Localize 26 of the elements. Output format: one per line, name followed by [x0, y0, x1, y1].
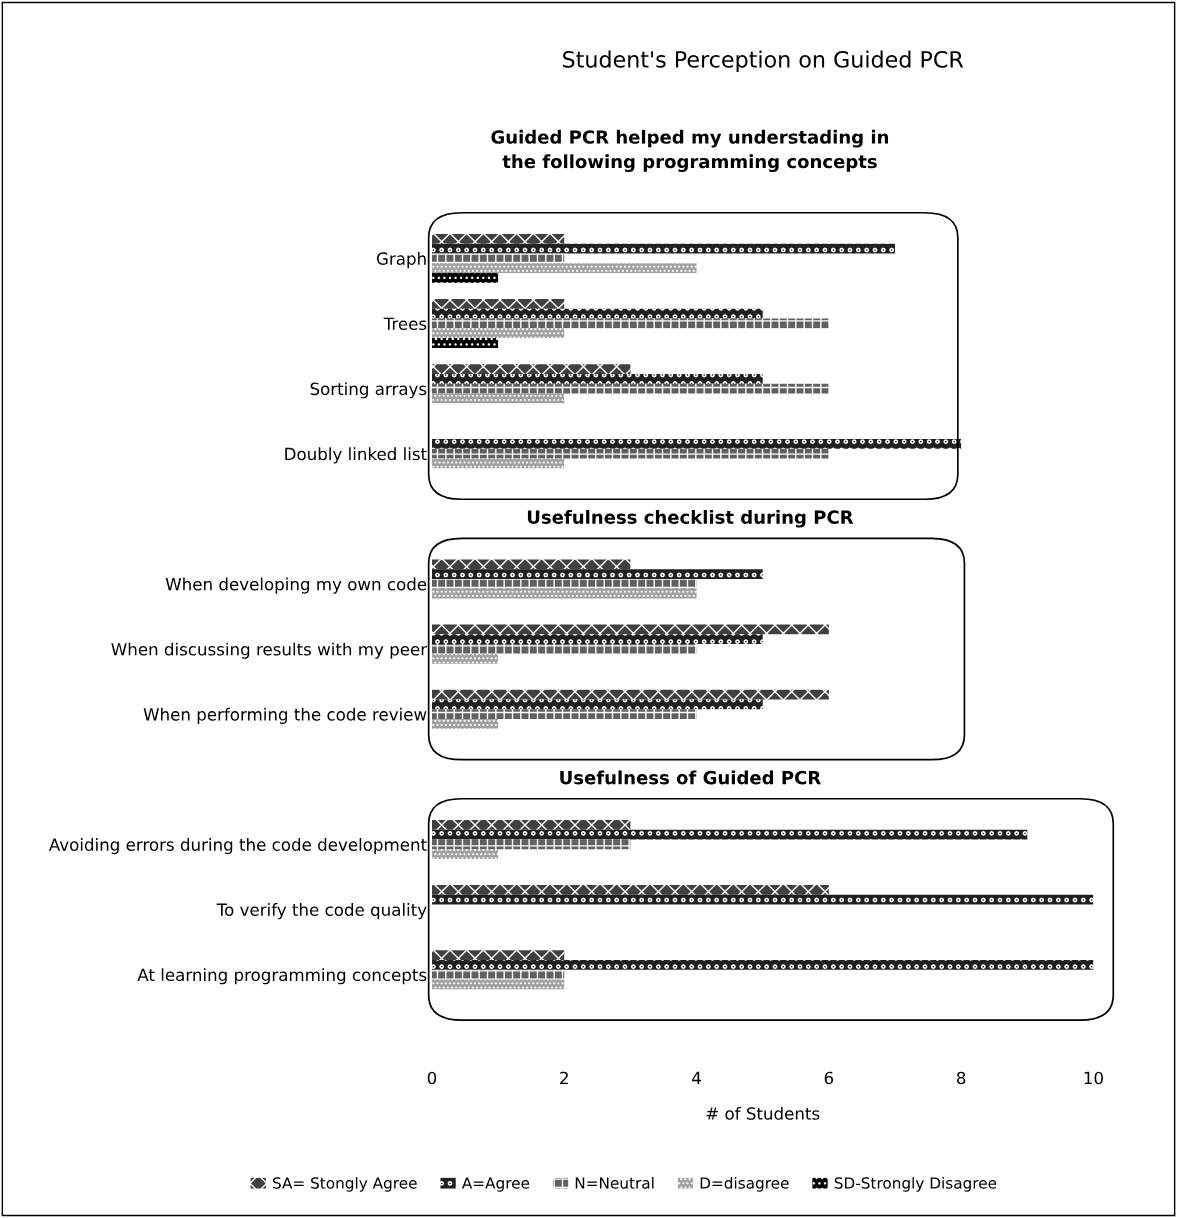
x-tick-label: 4: [692, 1071, 701, 1085]
y-tick-label: Sorting arrays: [310, 382, 427, 399]
annotation: Usefulness checklist during PCR: [527, 509, 854, 528]
legend-label: D=disagree: [700, 1176, 789, 1192]
y-tick-label: When performing the code review: [143, 707, 427, 724]
y-tick-label: To verify the code quality: [216, 903, 427, 920]
y-tick-label: Doubly linked list: [285, 447, 427, 464]
annotation: Usefulness of Guided PCR: [560, 770, 821, 785]
y-tick-label: When discussing results with my peer: [111, 642, 428, 659]
text: Guided PCR helped my understading in the following programming concepts: [491, 129, 889, 172]
x-tick-label: 10: [1084, 1071, 1103, 1085]
x-tick-label: 8: [956, 1071, 966, 1085]
legend-label: N=Neutral: [575, 1176, 654, 1189]
y-tick-label: Trees: [383, 317, 427, 331]
x-tick-label: 0: [427, 1071, 437, 1085]
legend-label: SD-Strongly Disagree: [834, 1176, 997, 1192]
y-tick-label: Avoiding errors during the code development: [48, 838, 427, 855]
y-tick-label: Graph: [376, 252, 426, 269]
legend-label: SA= Stongly Agree: [273, 1176, 417, 1192]
legend-label: A=Agree: [461, 1177, 530, 1192]
x-axis-title: # of Students: [706, 1106, 820, 1120]
y-tick-label: When developing my own code: [165, 577, 427, 594]
y-tick-label: At learning programming concepts: [137, 968, 427, 985]
x-tick-label: 6: [824, 1071, 834, 1085]
chart-title: Student's Perception on Guided PCR: [563, 50, 964, 73]
x-tick-label: 2: [560, 1071, 568, 1085]
